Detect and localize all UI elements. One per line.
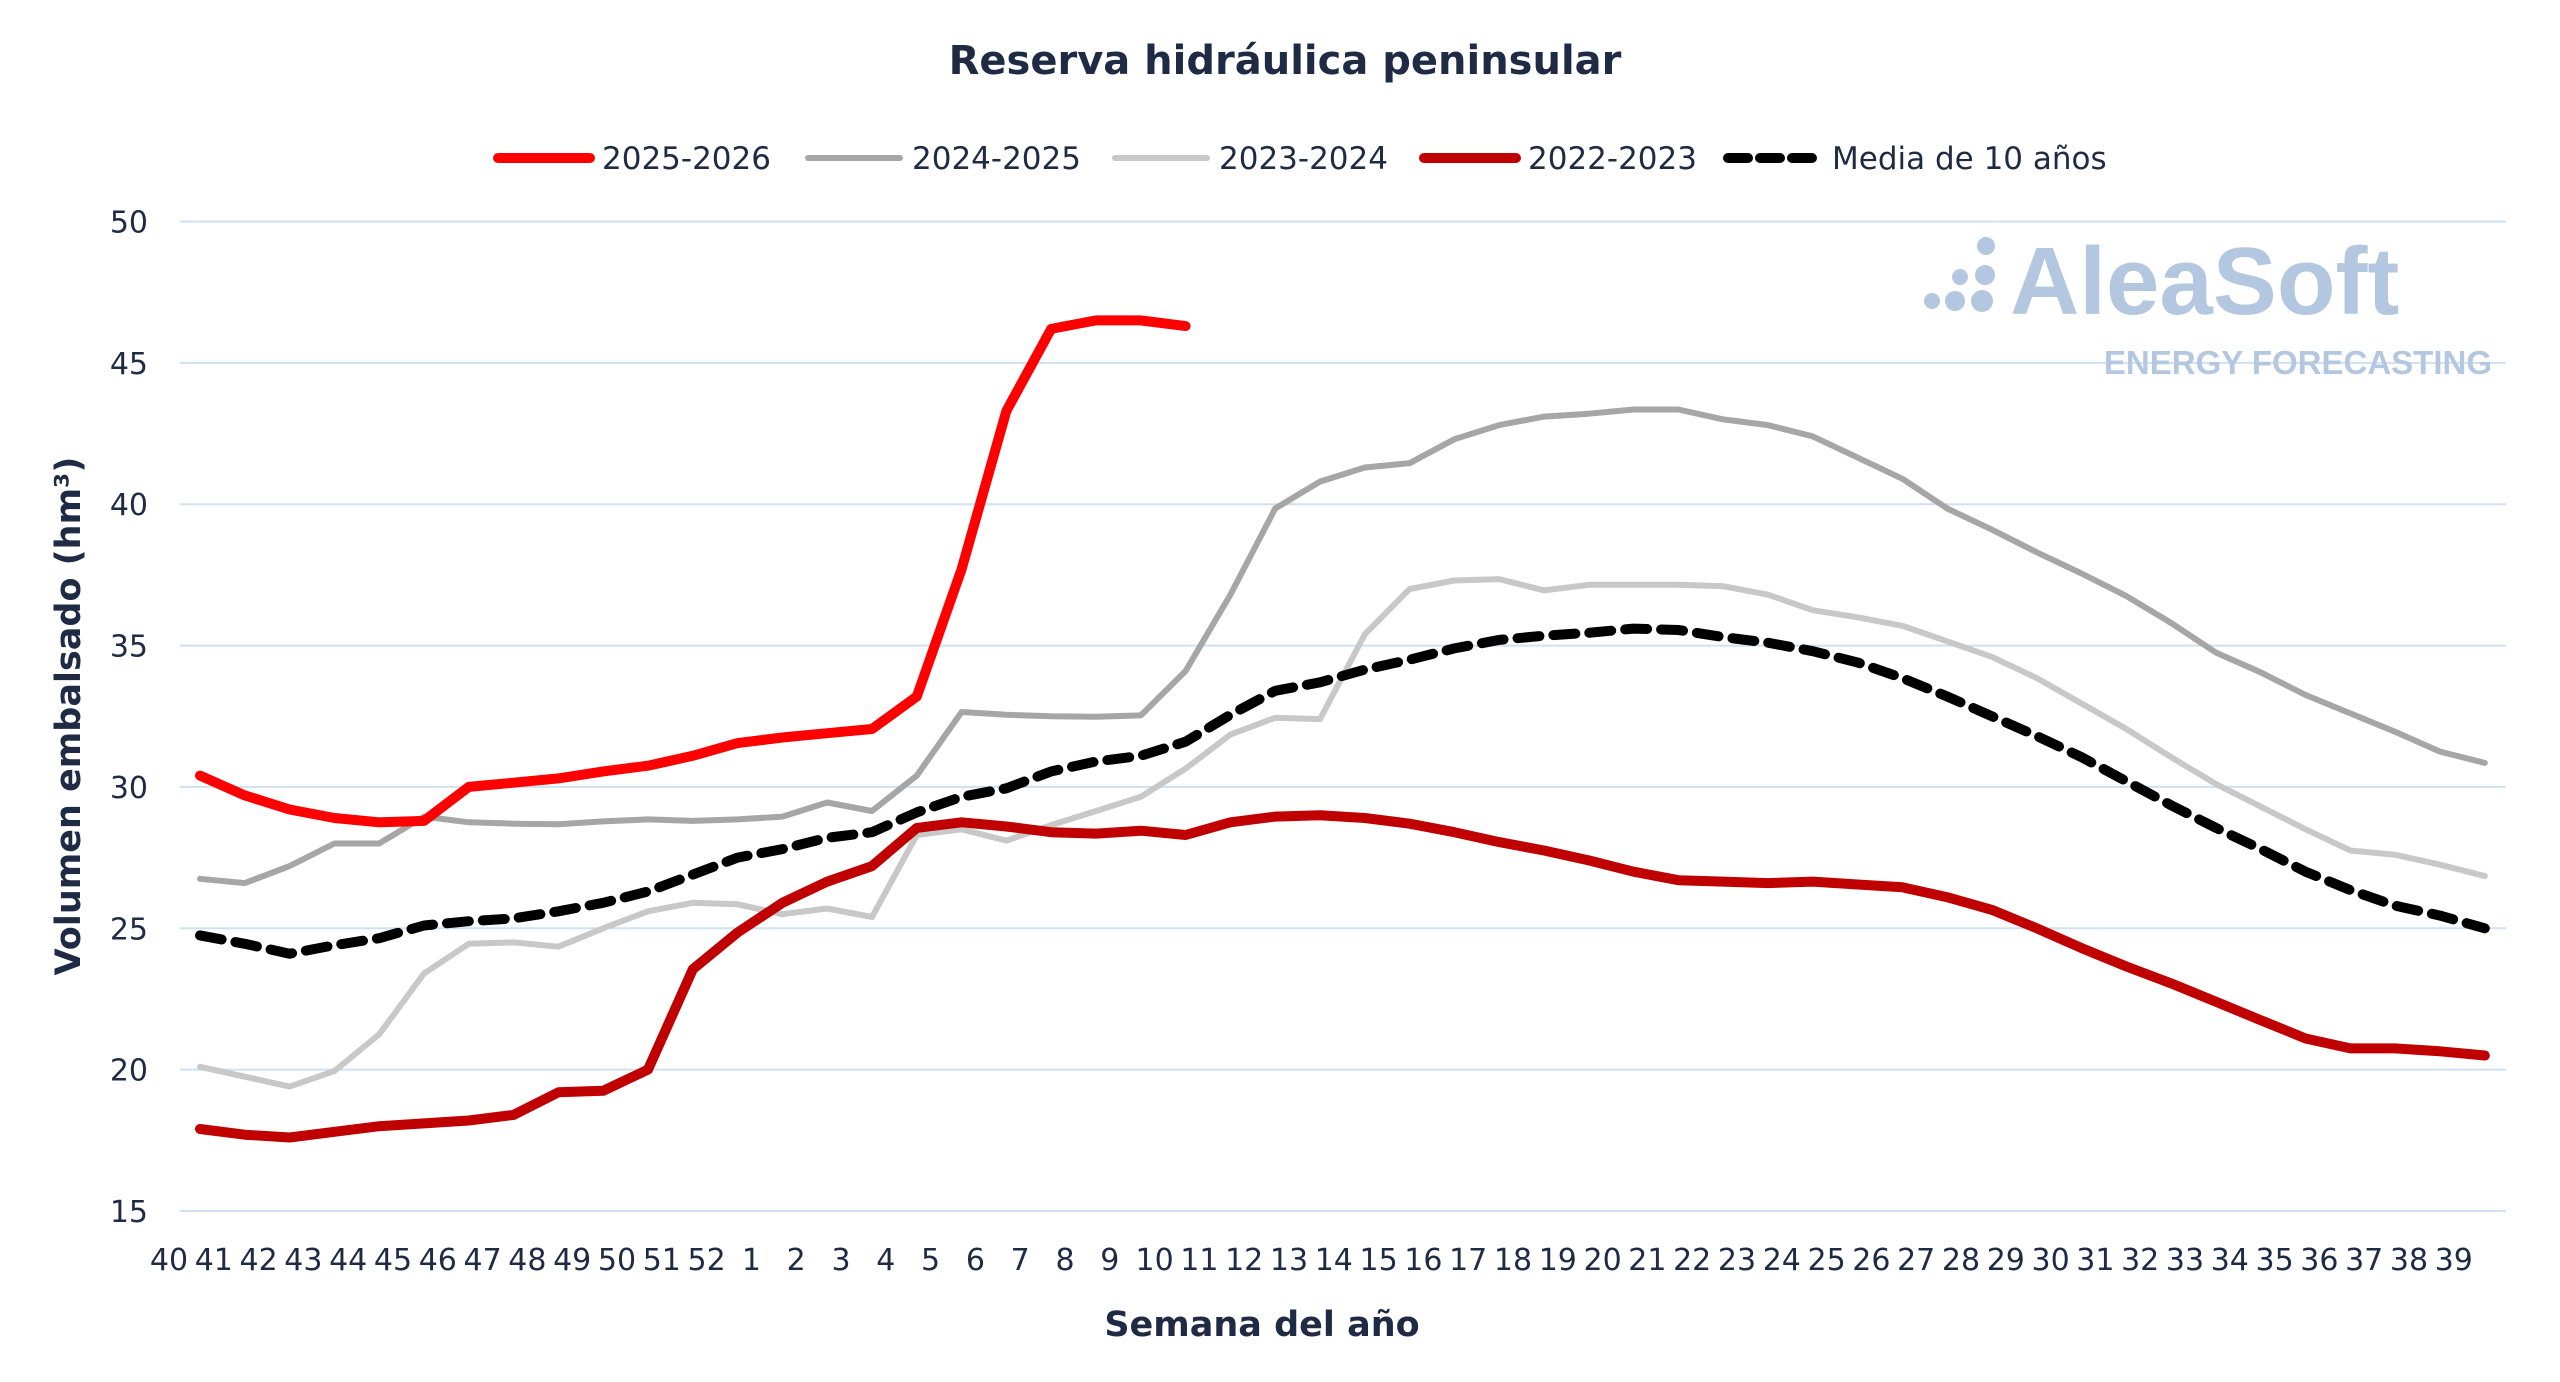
x-tick-label: 49	[553, 1243, 591, 1278]
x-tick-label: 32	[2121, 1243, 2159, 1278]
x-tick-labels: 40 41 42 43 44 45 46 47 48 49 50 51 52 1 2 3 4 5 6 7 8 9 10 11 1…	[150, 1243, 2473, 1278]
x-tick-label: 30	[2032, 1243, 2070, 1278]
legend-label: Media de 10 años	[1832, 141, 2107, 177]
y-tick-label: 15	[110, 1195, 148, 1230]
x-tick-label: 24	[1763, 1243, 1801, 1278]
legend-label: 2024-2025	[912, 141, 1081, 177]
x-tick-label: 21	[1628, 1243, 1666, 1278]
x-tick-label: 8	[1055, 1243, 1074, 1278]
x-tick-label: 1	[742, 1243, 761, 1278]
x-tick-label: 19	[1539, 1243, 1577, 1278]
x-tick-label: 25	[1808, 1243, 1846, 1278]
x-tick-label: 27	[1897, 1243, 1935, 1278]
legend: 2025-2026 2024-2025 2023-2024 2022-2023 Medi…	[493, 141, 2107, 177]
x-tick-label: 31	[2076, 1243, 2114, 1278]
x-tick-label: 51	[643, 1243, 681, 1278]
logo-dots-icon	[1924, 237, 1995, 312]
legend-label: 2023-2024	[1219, 141, 1388, 177]
x-tick-label: 39	[2435, 1243, 2473, 1278]
x-tick-label: 41	[195, 1243, 233, 1278]
y-tick-label: 25	[110, 912, 148, 947]
aleasoft-logo: AleaSoft ENERGY FORECASTING	[1924, 228, 2492, 381]
x-tick-label: 42	[240, 1243, 278, 1278]
x-tick-label: 17	[1449, 1243, 1487, 1278]
x-tick-label: 40	[150, 1243, 188, 1278]
x-tick-label: 43	[284, 1243, 322, 1278]
x-tick-label: 52	[688, 1243, 726, 1278]
series-line-media-de-10-a-os	[195, 623, 2490, 959]
y-tick-label: 30	[110, 771, 148, 806]
x-tick-label: 33	[2166, 1243, 2204, 1278]
x-tick-label: 38	[2390, 1243, 2428, 1278]
series-line-2022-2023	[195, 810, 2490, 1143]
series-line-2023-2024	[197, 576, 2488, 1090]
legend-label: 2025-2026	[602, 141, 771, 177]
x-tick-label: 6	[966, 1243, 985, 1278]
x-tick-label: 4	[876, 1243, 895, 1278]
x-tick-label: 34	[2211, 1243, 2249, 1278]
y-axis-title: Volumen embalsado (hm³)	[49, 457, 89, 976]
x-tick-label: 14	[1315, 1243, 1353, 1278]
x-tick-label: 26	[1852, 1243, 1890, 1278]
x-tick-label: 50	[598, 1243, 636, 1278]
y-tick-label: 35	[110, 630, 148, 665]
x-tick-label: 13	[1270, 1243, 1308, 1278]
x-tick-label: 16	[1404, 1243, 1442, 1278]
logo-tagline: ENERGY FORECASTING	[2104, 344, 2492, 381]
x-tick-label: 47	[464, 1243, 502, 1278]
x-tick-label: 45	[374, 1243, 412, 1278]
x-tick-label: 37	[2345, 1243, 2383, 1278]
y-tick-label: 45	[110, 347, 148, 382]
x-tick-label: 11	[1180, 1243, 1218, 1278]
gridlines	[180, 220, 2506, 1212]
y-tick-label: 20	[110, 1054, 148, 1089]
x-tick-label: 7	[1011, 1243, 1030, 1278]
x-tick-label: 46	[419, 1243, 457, 1278]
x-tick-label: 23	[1718, 1243, 1756, 1278]
x-axis-title: Semana del año	[1104, 1305, 1419, 1345]
x-tick-label: 48	[508, 1243, 546, 1278]
x-tick-label: 44	[329, 1243, 367, 1278]
y-tick-label: 40	[110, 488, 148, 523]
x-tick-label: 2	[787, 1243, 806, 1278]
x-tick-label: 36	[2300, 1243, 2338, 1278]
logo-wordmark: AleaSoft	[2010, 228, 2399, 335]
legend-label: 2022-2023	[1528, 141, 1697, 177]
y-tick-label: 50	[110, 206, 148, 241]
x-tick-label: 35	[2256, 1243, 2294, 1278]
y-tick-labels: 15 20 25 30 35 40 45 50	[110, 206, 148, 1231]
x-tick-label: 18	[1494, 1243, 1532, 1278]
chart-title: Reserva hidráulica peninsular	[949, 38, 1622, 84]
x-tick-label: 20	[1584, 1243, 1622, 1278]
x-tick-label: 15	[1360, 1243, 1398, 1278]
x-tick-label: 22	[1673, 1243, 1711, 1278]
series-line-2024-2025	[197, 406, 2488, 887]
x-tick-label: 3	[831, 1243, 850, 1278]
series-line-2025-2026	[195, 315, 1191, 828]
x-tick-label: 9	[1100, 1243, 1119, 1278]
series-lines	[195, 315, 2490, 1143]
x-tick-label: 29	[1987, 1243, 2025, 1278]
x-tick-label: 5	[921, 1243, 940, 1278]
x-tick-label: 28	[1942, 1243, 1980, 1278]
x-tick-label: 12	[1225, 1243, 1263, 1278]
x-tick-label: 10	[1136, 1243, 1174, 1278]
